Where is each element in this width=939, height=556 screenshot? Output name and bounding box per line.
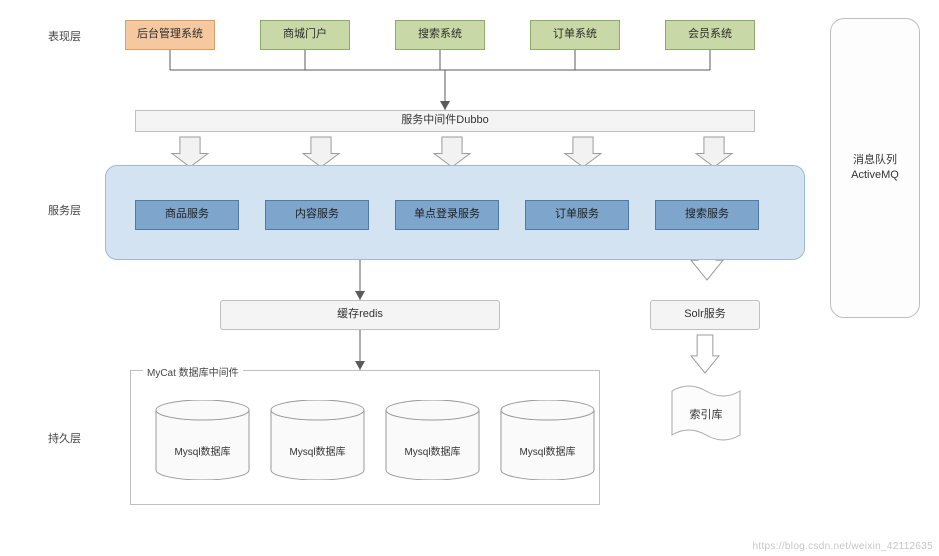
watermark: https://blog.csdn.net/weixin_42112635 bbox=[753, 541, 933, 552]
dubbo-box: 服务中间件Dubbo bbox=[135, 110, 755, 132]
service-box-2: 单点登录服务 bbox=[395, 200, 499, 230]
db-cylinder-0: Mysql数据库 bbox=[155, 400, 250, 480]
presentation-box-2: 搜索系统 bbox=[395, 20, 485, 50]
mq-line2: ActiveMQ bbox=[851, 168, 899, 183]
db-label-0: Mysql数据库 bbox=[155, 443, 250, 458]
presentation-box-4: 会员系统 bbox=[665, 20, 755, 50]
db-label-1: Mysql数据库 bbox=[270, 443, 365, 458]
db-label-2: Mysql数据库 bbox=[385, 443, 480, 458]
row-label-presentation: 表现层 bbox=[48, 28, 81, 44]
service-box-4: 搜索服务 bbox=[655, 200, 759, 230]
row-label-service: 服务层 bbox=[48, 202, 81, 218]
db-cylinder-1: Mysql数据库 bbox=[270, 400, 365, 480]
index-doc: 索引库 bbox=[671, 385, 741, 441]
db-cylinder-3: Mysql数据库 bbox=[500, 400, 595, 480]
service-box-1: 内容服务 bbox=[265, 200, 369, 230]
row-label-persistence: 持久层 bbox=[48, 430, 81, 446]
mycat-title: MyCat 数据库中间件 bbox=[143, 364, 243, 379]
mq-line1: 消息队列 bbox=[853, 153, 897, 168]
redis-box: 缓存redis bbox=[220, 300, 500, 330]
presentation-box-1: 商城门户 bbox=[260, 20, 350, 50]
service-box-0: 商品服务 bbox=[135, 200, 239, 230]
presentation-box-3: 订单系统 bbox=[530, 20, 620, 50]
presentation-box-0: 后台管理系统 bbox=[125, 20, 215, 50]
index-doc-label: 索引库 bbox=[671, 406, 741, 422]
service-box-3: 订单服务 bbox=[525, 200, 629, 230]
db-label-3: Mysql数据库 bbox=[500, 443, 595, 458]
db-cylinder-2: Mysql数据库 bbox=[385, 400, 480, 480]
solr-box: Solr服务 bbox=[650, 300, 760, 330]
mq-box: 消息队列 ActiveMQ bbox=[830, 18, 920, 318]
